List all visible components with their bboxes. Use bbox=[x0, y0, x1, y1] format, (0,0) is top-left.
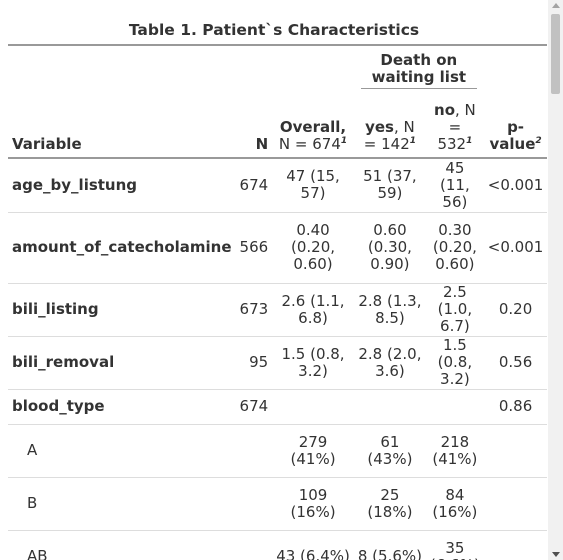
col-header-pvalue: p-value2 bbox=[484, 102, 548, 158]
level-label: A bbox=[27, 441, 38, 459]
row-pvalue: 0.86 bbox=[498, 397, 533, 415]
table-row: age_by_listung 674 47 (15, 57) 51 (37, 5… bbox=[8, 158, 548, 212]
level-no: 218 (41%) bbox=[432, 432, 478, 468]
level-yes: 25 (18%) bbox=[367, 485, 413, 521]
level-overall: 279 (41%) bbox=[290, 432, 336, 468]
header-spanner-row: Death on waiting list bbox=[8, 45, 547, 102]
row-variable: bili_removal bbox=[12, 353, 115, 371]
row-yes bbox=[354, 389, 426, 424]
row-overall: 47 (15, 57) bbox=[286, 167, 340, 203]
row-variable: amount_of_catecholamine bbox=[12, 238, 232, 256]
row-yes: 51 (37, 59) bbox=[363, 167, 417, 203]
pvalue-label: p-value bbox=[489, 118, 536, 153]
col-header-n: N bbox=[255, 135, 269, 153]
header-row: Variable N Overall, N = 6741 yes, N = 14… bbox=[8, 102, 548, 158]
row-overall: 2.6 (1.1, 6.8) bbox=[281, 291, 345, 327]
level-no: 35 (6.6%) bbox=[430, 538, 480, 560]
col-header-variable: Variable bbox=[12, 135, 82, 153]
level-yes: 61 (43%) bbox=[367, 432, 413, 468]
footnote-marker-2: 2 bbox=[535, 136, 542, 146]
yes-label: yes bbox=[365, 118, 394, 136]
table-row: amount_of_catecholamine 566 0.40 (0.20, … bbox=[8, 212, 548, 283]
col-header-no: no, N = 5321 bbox=[426, 102, 484, 158]
table-row: blood_type 674 0.86 bbox=[8, 389, 548, 424]
row-n: 674 bbox=[239, 175, 269, 194]
level-label: B bbox=[27, 494, 38, 512]
row-yes: 2.8 (1.3, 8.5) bbox=[358, 291, 422, 327]
row-no: 0.30 (0.20, 0.60) bbox=[432, 221, 477, 273]
row-n: 566 bbox=[239, 238, 269, 256]
row-variable: age_by_listung bbox=[12, 175, 138, 194]
table-row: bili_removal 95 1.5 (0.8, 3.2) 2.8 (2.0,… bbox=[8, 336, 548, 389]
footnote-marker-1: 1 bbox=[340, 136, 348, 146]
row-n: 674 bbox=[239, 397, 269, 415]
scroll-up-arrow-icon[interactable] bbox=[552, 3, 560, 8]
col-header-yes: yes, N = 1421 bbox=[354, 102, 426, 158]
level-overall: 43 (6.4%) bbox=[276, 547, 350, 560]
scrollbar-thumb[interactable] bbox=[551, 14, 560, 94]
col-header-overall: Overall, N = 6741 bbox=[272, 102, 354, 158]
table-title: Table 1. Patient`s Characteristics bbox=[128, 21, 420, 39]
row-variable: blood_type bbox=[12, 397, 105, 415]
row-pvalue: <0.001 bbox=[487, 238, 544, 256]
scroll-down-arrow-icon[interactable] bbox=[552, 552, 560, 557]
footnote-marker-1: 1 bbox=[466, 136, 473, 146]
row-variable: bili_listing bbox=[12, 300, 99, 318]
overall-label: Overall, bbox=[279, 118, 347, 136]
level-row: AB 43 (6.4%) 8 (5.6%) 35 (6.6%) bbox=[8, 530, 547, 560]
row-pvalue: 0.56 bbox=[498, 353, 533, 371]
no-label: no bbox=[434, 101, 455, 119]
level-no: 84 (16%) bbox=[432, 485, 478, 521]
row-yes: 0.60 (0.30, 0.90) bbox=[367, 221, 412, 273]
spanner-header: Death on waiting list bbox=[354, 45, 484, 102]
level-row: B 109 (16%) 25 (18%) 84 (16%) bbox=[8, 477, 548, 530]
row-overall: 1.5 (0.8, 3.2) bbox=[281, 344, 345, 380]
row-pvalue: <0.001 bbox=[487, 175, 544, 194]
table-row: bili_listing 673 2.6 (1.1, 6.8) 2.8 (1.3… bbox=[8, 283, 548, 336]
row-no bbox=[426, 389, 484, 424]
row-overall bbox=[272, 389, 354, 424]
yes-n: , N = 142 bbox=[363, 118, 415, 153]
document-viewport: Table 1. Patient`s Characteristics Death… bbox=[8, 21, 548, 560]
summary-table: Death on waiting list Variable N Overall… bbox=[8, 44, 548, 560]
spanner-label: Death on waiting list bbox=[360, 52, 477, 89]
level-row: A 279 (41%) 61 (43%) 218 (41%) bbox=[8, 424, 548, 477]
level-label: AB bbox=[27, 547, 48, 560]
row-pvalue: 0.20 bbox=[498, 300, 533, 318]
overall-n: N = 674 bbox=[278, 135, 341, 153]
row-no: 1.5 (0.8, 3.2) bbox=[437, 336, 473, 388]
vertical-scrollbar[interactable] bbox=[548, 0, 563, 560]
row-no: 2.5 (1.0, 6.7) bbox=[437, 283, 473, 335]
footnote-marker-1: 1 bbox=[409, 136, 417, 146]
row-n: 673 bbox=[239, 300, 269, 318]
level-overall: 109 (16%) bbox=[290, 485, 336, 521]
row-no: 45 (11, 56) bbox=[440, 158, 470, 211]
row-n: 95 bbox=[249, 353, 269, 371]
no-n: , N = 532 bbox=[437, 101, 476, 153]
row-overall: 0.40 (0.20, 0.60) bbox=[291, 221, 336, 273]
row-yes: 2.8 (2.0, 3.6) bbox=[358, 344, 422, 380]
level-yes: 8 (5.6%) bbox=[357, 547, 422, 560]
